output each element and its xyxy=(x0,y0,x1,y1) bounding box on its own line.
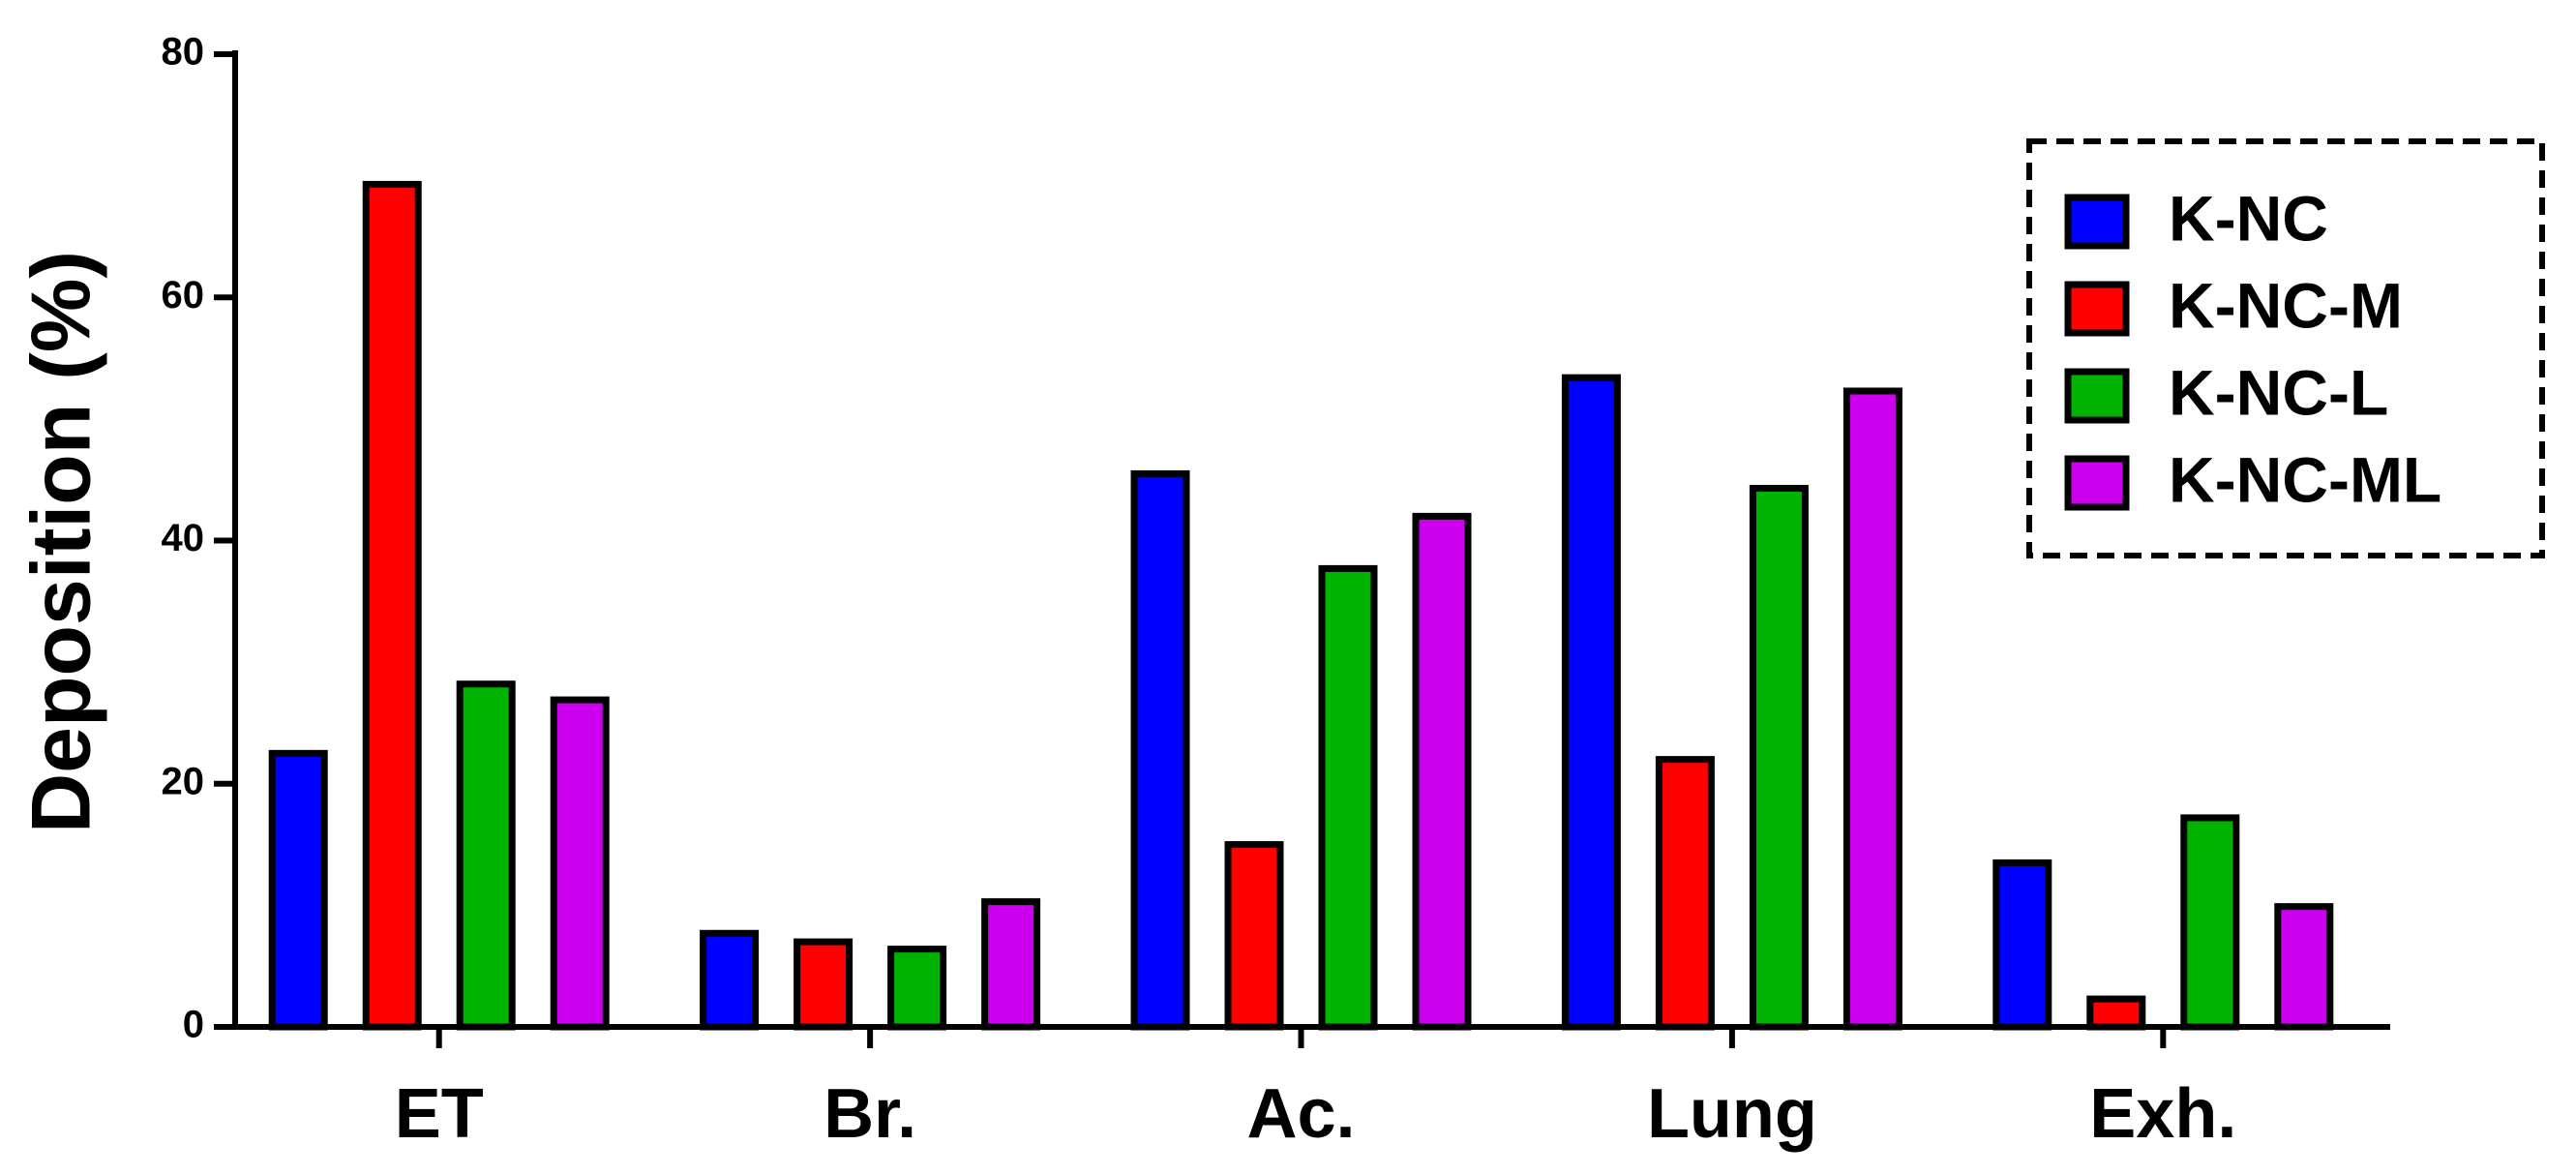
legend-swatch xyxy=(2064,368,2130,424)
bar xyxy=(981,898,1041,1031)
bar xyxy=(1318,564,1378,1031)
bar xyxy=(1842,387,1902,1031)
legend-swatch xyxy=(2064,281,2130,337)
y-tick-label: 20 xyxy=(162,760,205,802)
bar xyxy=(1412,512,1472,1031)
x-tick-label: Lung xyxy=(1647,1075,1817,1153)
legend-box xyxy=(2026,138,2545,558)
bar xyxy=(2274,903,2334,1031)
bar xyxy=(794,938,854,1031)
bar xyxy=(700,929,760,1031)
legend-swatch xyxy=(2064,194,2130,250)
y-axis-label: Deposition (%) xyxy=(15,251,108,833)
bar xyxy=(2086,995,2146,1031)
x-tick-label: ET xyxy=(395,1075,484,1153)
y-tick-label: 40 xyxy=(162,517,205,559)
y-tick-label: 60 xyxy=(162,274,205,316)
x-tick-label: Ac. xyxy=(1246,1075,1355,1153)
bar xyxy=(1130,469,1190,1031)
x-tick-label: Br. xyxy=(824,1075,916,1153)
y-tick-label: 0 xyxy=(183,1004,204,1046)
bar xyxy=(1655,756,1715,1031)
bar xyxy=(362,180,422,1031)
bar xyxy=(1749,484,1809,1031)
x-tick-label: Exh. xyxy=(2089,1075,2236,1153)
legend-label: K-NC xyxy=(2169,182,2328,254)
bar xyxy=(1561,374,1621,1031)
bar xyxy=(268,749,328,1031)
bar xyxy=(2180,814,2240,1031)
legend-label: K-NC-L xyxy=(2169,356,2388,428)
y-tick-label: 80 xyxy=(162,31,205,74)
legend-label: K-NC-M xyxy=(2169,269,2403,341)
bar xyxy=(456,680,516,1031)
bar xyxy=(887,946,947,1031)
legend-label: K-NC-ML xyxy=(2169,443,2441,515)
bar xyxy=(1992,859,2052,1031)
bar xyxy=(1224,841,1284,1031)
bar xyxy=(550,696,610,1031)
legend-swatch xyxy=(2064,455,2130,511)
